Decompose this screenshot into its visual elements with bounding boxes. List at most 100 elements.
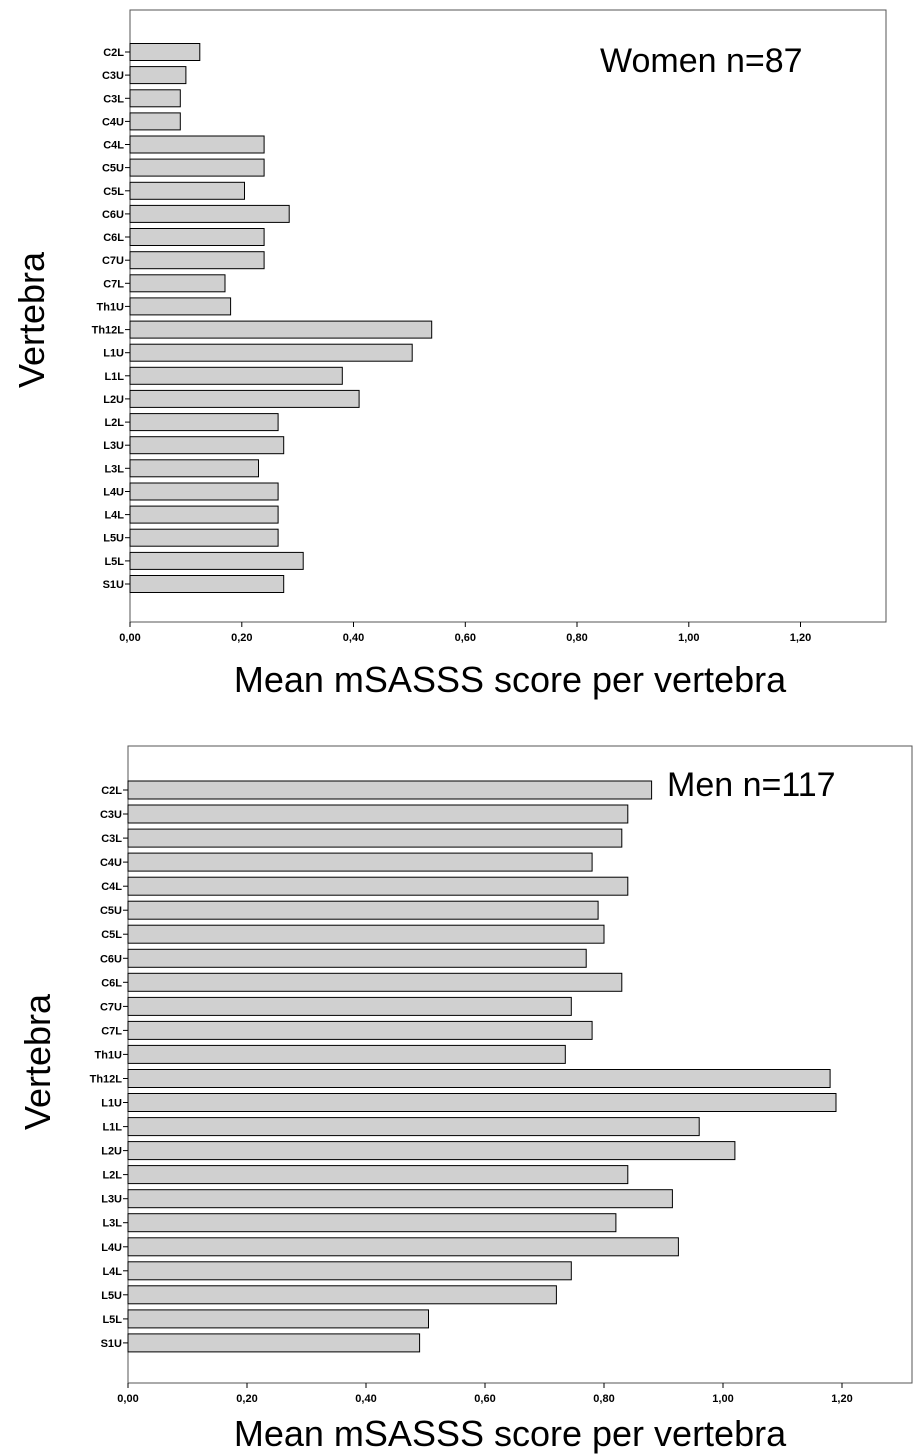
men-y-tick-label: C7U bbox=[100, 1001, 122, 1013]
women-x-tick-label: 1,20 bbox=[790, 632, 811, 644]
men-y-tick-label: C6U bbox=[100, 953, 122, 965]
men-y-tick-label: C5L bbox=[101, 929, 122, 941]
men-y-tick-label: L3U bbox=[101, 1194, 122, 1206]
women-y-tick-label: L1U bbox=[103, 348, 124, 360]
men-chart: C2L C3U C3L C4U C4L C5U C5L C6U C6L C7U C7L Th1U Th1… bbox=[17, 745, 913, 1454]
women-bar-l5l bbox=[129, 551, 304, 570]
men-y-tick-label: L5L bbox=[102, 1314, 122, 1326]
men-bar-c3l bbox=[127, 828, 623, 848]
men-y-tick-label: C6L bbox=[101, 977, 122, 989]
women-y-tick-label: C4L bbox=[103, 140, 124, 152]
men-y-tick-label: L2U bbox=[101, 1146, 122, 1158]
men-y-tick-label: C4L bbox=[101, 881, 122, 893]
women-bar-c3u bbox=[129, 66, 187, 85]
women-bar-c5l bbox=[129, 181, 245, 200]
men-y-tick-label: L1L bbox=[102, 1122, 122, 1134]
men-y-tick-label: C5U bbox=[100, 905, 122, 917]
men-y-tick-label: L5U bbox=[101, 1290, 122, 1302]
men-x-tick-label: 1,20 bbox=[831, 1393, 852, 1405]
men-bar-l1u bbox=[127, 1093, 837, 1112]
women-y-tick-label: C5U bbox=[102, 163, 124, 175]
men-y-tick-label: L4L bbox=[102, 1266, 122, 1278]
men-x-tick-label: 0,40 bbox=[355, 1393, 376, 1405]
women-y-tick-label: Th1U bbox=[97, 301, 125, 313]
women-x-axis-label: Mean mSASSS score per vertebra bbox=[234, 659, 787, 700]
men-y-tick-label: C2L bbox=[101, 785, 122, 797]
men-x-tick-label: 0,60 bbox=[474, 1393, 495, 1405]
women-y-tick-label: C6L bbox=[103, 232, 124, 244]
men-y-tick-labels: C2L C3U C3L C4U C4L C5U C5L C6U C6L C7U C7L Th1U Th1… bbox=[90, 785, 128, 1350]
men-y-tick-label: S1U bbox=[101, 1338, 122, 1350]
women-y-tick-label: C3L bbox=[103, 93, 124, 105]
women-bars bbox=[129, 43, 433, 593]
women-bar-th12l bbox=[129, 320, 433, 339]
women-y-tick-label: L5L bbox=[104, 556, 124, 568]
women-y-axis-label: Vertebra bbox=[11, 251, 52, 388]
women-bar-l3l bbox=[129, 459, 259, 478]
men-y-tick-label: Th12L bbox=[90, 1074, 123, 1086]
men-y-tick-label: L1U bbox=[101, 1098, 122, 1110]
men-bar-l3l bbox=[127, 1213, 617, 1233]
men-x-axis-label: Mean mSASSS score per vertebra bbox=[234, 1413, 787, 1454]
women-chart: C2L C3U C3L C4U C4L C5U C5L C6U C6L C7U C7L Th1U Th1… bbox=[11, 9, 887, 700]
men-bar-l4u bbox=[127, 1237, 679, 1257]
men-bar-l3u bbox=[127, 1189, 673, 1209]
women-bar-l2u bbox=[129, 389, 360, 408]
men-bar-l2l bbox=[127, 1165, 629, 1185]
men-bar-c6l bbox=[127, 972, 623, 992]
men-bar-l5l bbox=[127, 1309, 429, 1329]
men-x-tick-label: 1,00 bbox=[712, 1393, 733, 1405]
men-bar-c7u bbox=[127, 996, 572, 1016]
women-bar-l1u bbox=[129, 343, 413, 362]
women-y-tick-label: C2L bbox=[103, 47, 124, 59]
women-y-tick-label: L3U bbox=[103, 440, 124, 452]
women-plot-frame bbox=[129, 9, 887, 623]
women-y-tick-label: L3L bbox=[104, 463, 124, 475]
men-bar-c5l bbox=[127, 924, 605, 944]
women-x-tick-label: 0,40 bbox=[343, 632, 364, 644]
women-y-tick-label: L2L bbox=[104, 417, 124, 429]
women-annotation: Women n=87 bbox=[600, 42, 803, 80]
men-y-tick-label: C3U bbox=[100, 809, 122, 821]
women-bar-l4u bbox=[129, 482, 279, 501]
men-bar-l1l bbox=[127, 1117, 700, 1137]
men-y-tick-label: L2L bbox=[102, 1170, 122, 1182]
women-bar-l4l bbox=[129, 505, 279, 524]
men-y-tick-label: L4U bbox=[101, 1242, 122, 1254]
men-bar-c2l bbox=[127, 780, 653, 800]
men-bar-c3u bbox=[127, 804, 629, 824]
women-bar-l2l bbox=[129, 413, 279, 432]
women-bar-c4u bbox=[129, 112, 181, 131]
women-x-tick-label: 1,00 bbox=[678, 632, 699, 644]
women-bar-s1u bbox=[129, 575, 285, 593]
men-y-axis-label: Vertebra bbox=[17, 993, 58, 1130]
men-annotation: Men n=117 bbox=[667, 766, 836, 804]
women-bar-c3l bbox=[129, 89, 181, 108]
women-bar-c7u bbox=[129, 251, 265, 270]
women-bar-c4l bbox=[129, 135, 265, 154]
men-y-tick-label: C3L bbox=[101, 833, 122, 845]
women-y-tick-label: L4U bbox=[103, 487, 124, 499]
men-bar-th12l bbox=[127, 1069, 831, 1088]
women-y-tick-label: S1U bbox=[103, 579, 124, 591]
men-bars bbox=[127, 780, 837, 1353]
women-y-tick-label: L1L bbox=[104, 371, 124, 383]
men-y-tick-label: C7L bbox=[101, 1025, 122, 1037]
women-y-tick-label: Th12L bbox=[92, 325, 125, 337]
women-x-tick-label: 0,20 bbox=[231, 632, 252, 644]
women-bar-c5u bbox=[129, 158, 265, 177]
men-x-tick-label: 0,00 bbox=[117, 1393, 138, 1405]
women-bar-l5u bbox=[129, 528, 279, 547]
women-bar-c6u bbox=[129, 204, 290, 223]
men-x-tick-labels: 0,00 0,20 0,40 0,60 0,80 1,00 1,20 bbox=[117, 1383, 853, 1405]
women-x-tick-label: 0,80 bbox=[566, 632, 587, 644]
men-bar-c7l bbox=[127, 1020, 593, 1040]
women-bar-th1u bbox=[129, 297, 232, 316]
men-y-tick-label: L3L bbox=[102, 1218, 122, 1230]
women-y-tick-label: C3U bbox=[102, 70, 124, 82]
women-y-tick-labels: C2L C3U C3L C4U C4L C5U C5L C6U C6L C7U C7L Th1U Th1… bbox=[92, 47, 130, 591]
men-bar-c6u bbox=[127, 948, 587, 968]
men-bar-l2u bbox=[127, 1141, 736, 1161]
women-bar-c7l bbox=[129, 274, 226, 293]
